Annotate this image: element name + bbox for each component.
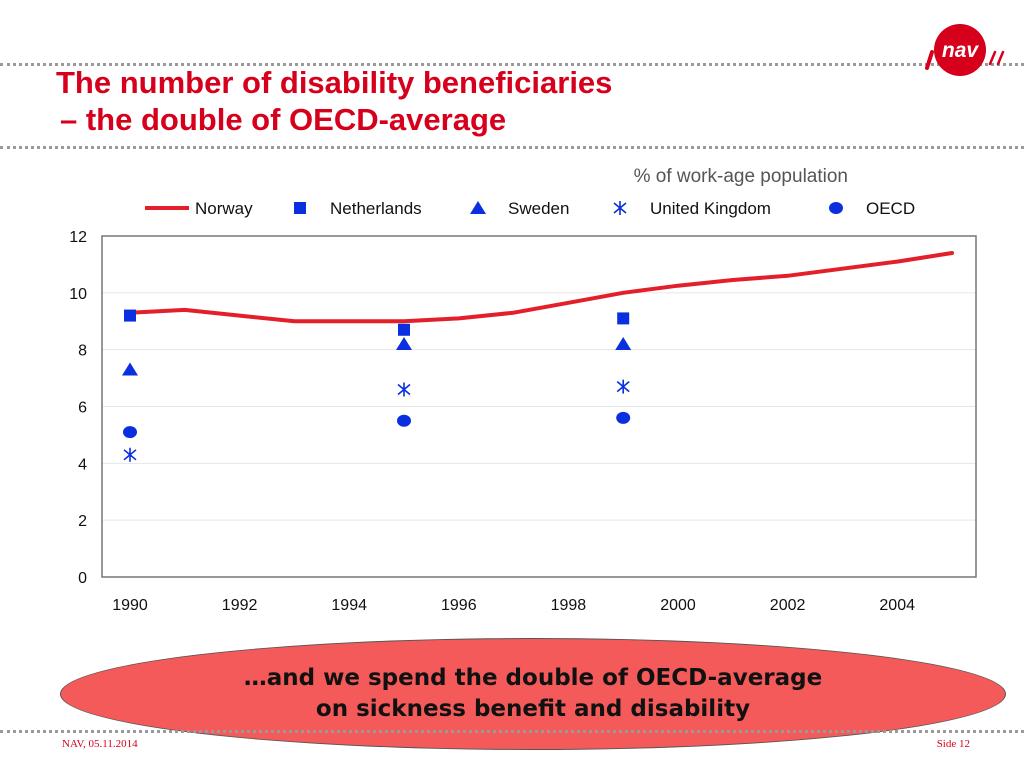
legend-swatch-oecd [829,202,843,214]
legend-label-sweden: Sweden [508,199,569,218]
chart-subtitle: % of work-age population [634,166,848,187]
x-tick-label: 2002 [770,597,806,614]
x-axis-ticks: 1990 1992 1994 1996 1998 2000 2002 2004 [112,597,915,614]
chart-gridlines [102,292,976,521]
logo-text: nav [942,39,980,62]
title-dotted-divider [0,146,1024,149]
oecd-data-point [616,411,631,424]
top-dotted-divider [0,63,1024,66]
y-tick-label: 4 [78,456,87,473]
y-tick-label: 2 [78,513,87,530]
title-line-2: – the double of OECD-average [60,102,507,137]
x-tick-label: 2000 [660,597,696,614]
callout-ellipse: …and we spend the double of OECD-average… [60,638,1006,750]
norway-series-line [128,251,954,324]
x-tick-label: 1990 [112,597,148,614]
united-kingdom-data-point [123,447,137,462]
netherlands-data-point [398,323,410,336]
callout-line-2: on sickness benefit and disability [315,696,751,722]
sweden-data-point [122,362,138,376]
nav-logo: nav [925,24,1005,76]
slide-title: The number of disability beneficiaries –… [56,64,612,138]
y-axis-ticks: 0 2 4 6 8 10 12 [69,229,87,587]
y-tick-label: 12 [69,229,87,246]
united-kingdom-data-point [397,382,411,397]
x-tick-label: 1998 [551,597,587,614]
x-tick-label: 1992 [222,597,258,614]
legend-label-united-kingdom: United Kingdom [650,199,771,218]
chart-series [122,251,954,462]
netherlands-data-point [124,309,136,322]
callout-line-1: …and we spend the double of OECD-average [243,665,823,691]
legend-label-norway: Norway [195,199,253,218]
x-tick-label: 1996 [441,597,477,614]
legend-label-oecd: OECD [866,199,915,218]
y-tick-label: 10 [69,286,87,303]
oecd-data-point [397,414,411,427]
x-tick-label: 1994 [331,597,367,614]
legend-swatch-united-kingdom [613,201,627,215]
chart-legend: Norway Netherlands Sweden United Kingdom OEC… [145,199,915,218]
footer-date: NAV, 05.11.2014 [62,738,138,750]
y-tick-label: 8 [78,343,87,360]
legend-swatch-sweden [470,201,486,214]
x-tick-label: 2004 [879,597,915,614]
footer-page-number: Side 12 [936,738,970,750]
bottom-dotted-divider [0,730,1024,733]
sweden-data-point [396,336,412,350]
disability-chart: % of work-age population Norway Netherlan… [69,166,977,614]
y-tick-label: 0 [78,570,87,587]
y-tick-label: 6 [78,400,87,417]
oecd-data-point [123,426,137,439]
title-line-1: The number of disability beneficiaries [56,65,613,100]
legend-swatch-netherlands [294,202,306,214]
legend-label-netherlands: Netherlands [330,199,422,218]
plot-area-frame [101,235,977,578]
united-kingdom-data-point [616,379,630,394]
netherlands-data-point [617,312,630,325]
sweden-data-point [615,336,632,350]
